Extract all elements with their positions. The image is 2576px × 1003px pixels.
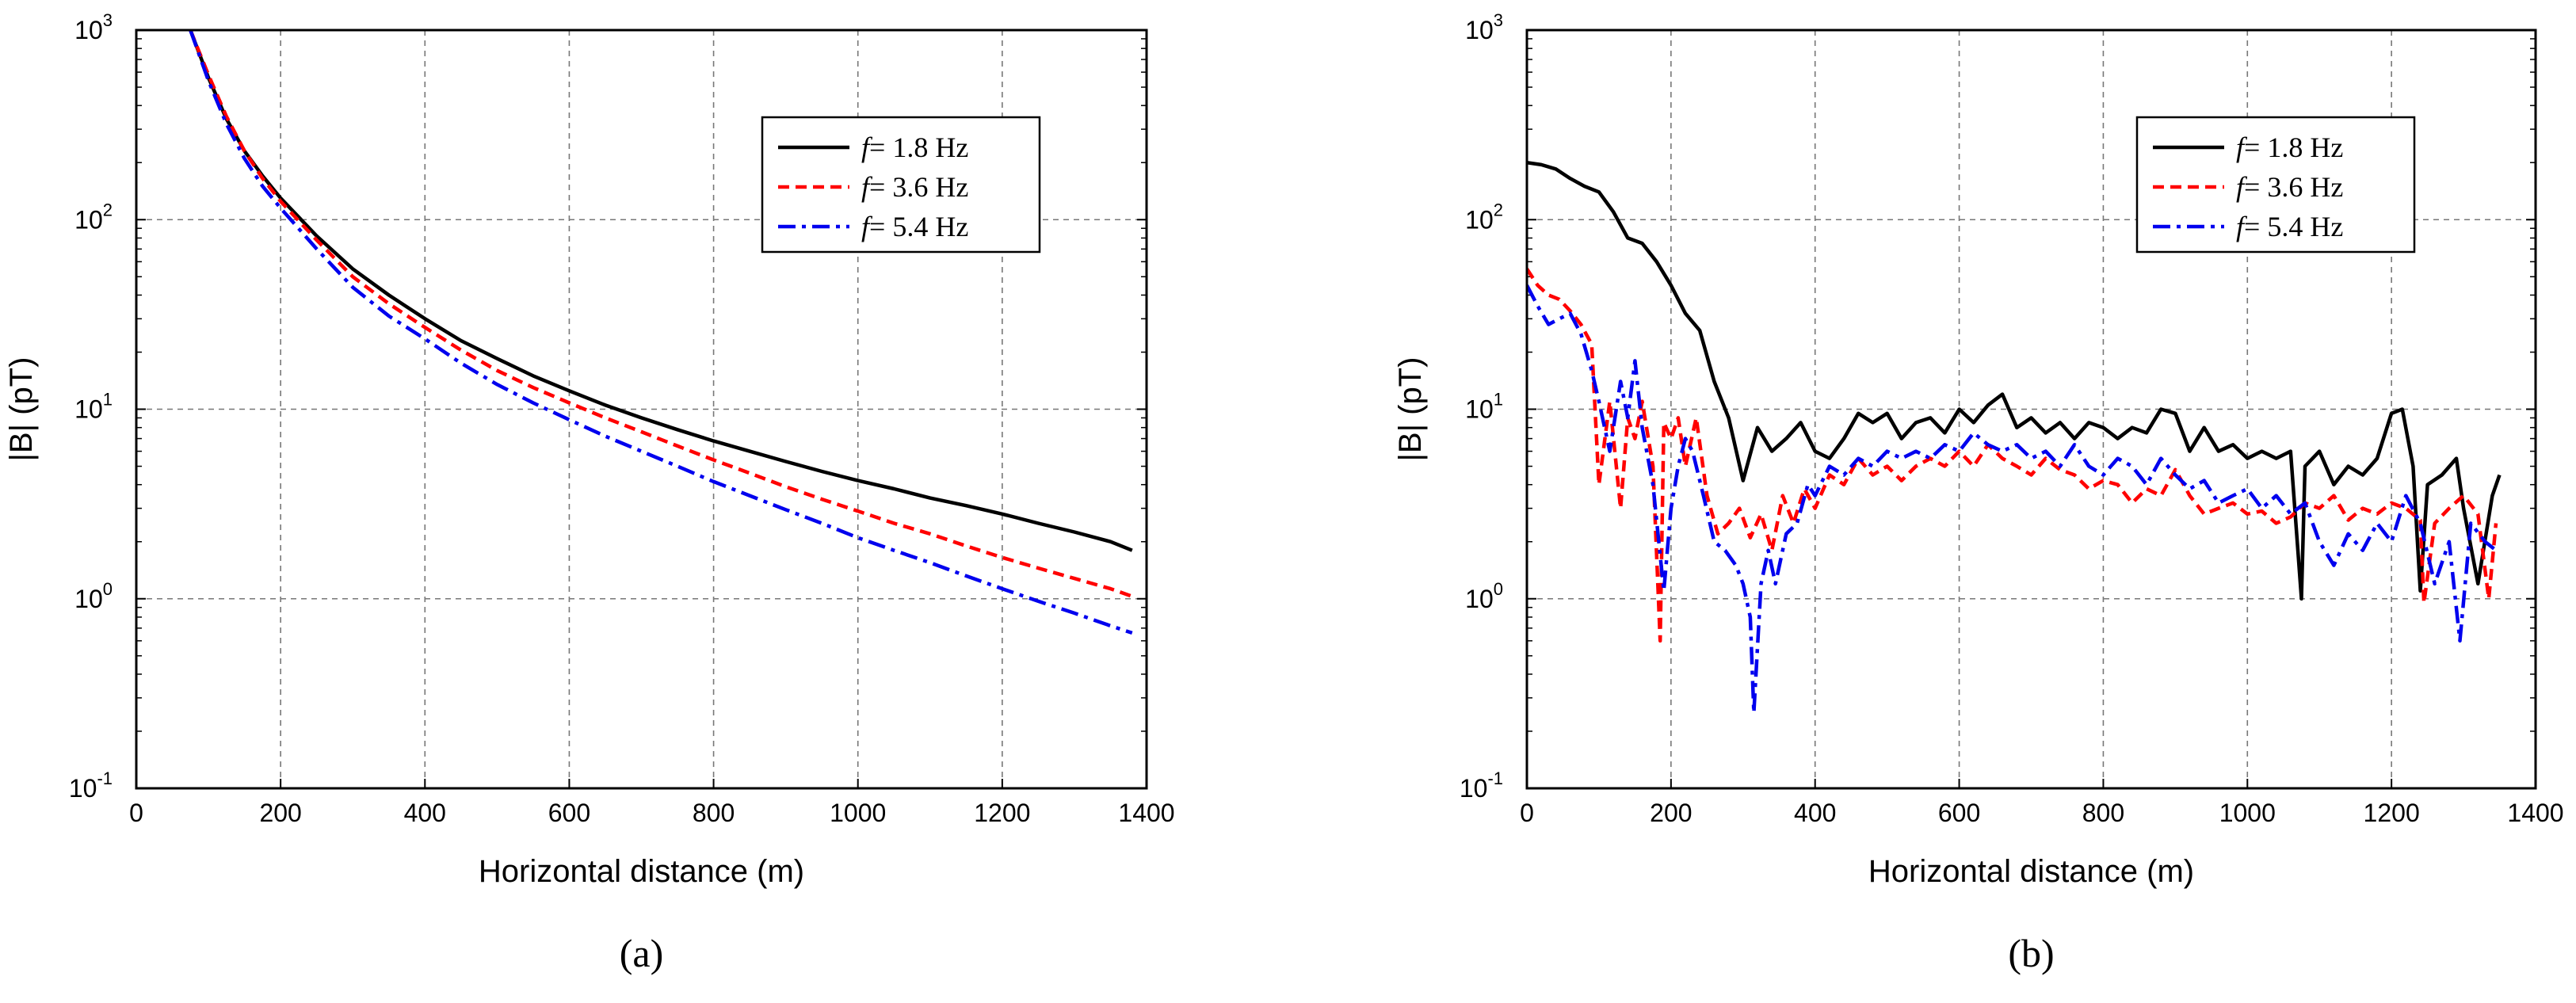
- y-axis-label: |B| (pT): [1393, 357, 1428, 462]
- x-tick-label: 0: [129, 799, 143, 827]
- x-tick-label: 800: [693, 799, 735, 827]
- x-tick-label: 0: [1520, 799, 1534, 827]
- legend-entry: f= 3.6 Hz: [861, 171, 968, 203]
- x-tick-label: 200: [1650, 799, 1692, 827]
- series-line-2: [189, 30, 1133, 598]
- series-line-2: [1527, 268, 2498, 643]
- x-axis-label: Horizontal distance (m): [479, 854, 804, 889]
- chart-a: 0 200 400 600 800 1000 1200 1400 10-1 100 101 102 10…: [4, 10, 1175, 975]
- x-tick-label: 1200: [2364, 799, 2420, 827]
- y-tick-label: 103: [74, 10, 113, 44]
- x-tick-label: 600: [1938, 799, 1980, 827]
- y-tick-label: 10-1: [69, 768, 113, 803]
- legend-box: [761, 116, 1041, 254]
- legend-entry: f= 3.6 Hz: [2236, 171, 2343, 203]
- panel-label: (a): [620, 931, 664, 975]
- x-tick-label: 1400: [1118, 799, 1174, 827]
- plot-frame: [135, 29, 1148, 790]
- y-tick-label: 100: [1465, 579, 1503, 613]
- y-tick-label: 102: [74, 200, 113, 234]
- y-axis-label: |B| (pT): [4, 357, 39, 462]
- x-axis-label: Horizontal distance (m): [1868, 854, 2194, 889]
- y-tick-label: 103: [1465, 10, 1503, 44]
- x-tick-label: 1200: [974, 799, 1030, 827]
- x-tick-label: 600: [548, 799, 590, 827]
- series-line-1: [189, 30, 1133, 552]
- legend-entry: f= 5.4 Hz: [2236, 211, 2343, 242]
- x-tick-label: 800: [2082, 799, 2124, 827]
- legend-entry: f= 1.8 Hz: [2236, 132, 2343, 163]
- y-tick-label: 101: [74, 390, 113, 424]
- x-tick-label: 1000: [2219, 799, 2276, 827]
- x-tick-label: 1400: [2507, 799, 2563, 827]
- series-line-3: [189, 30, 1133, 635]
- plot-frame: [1525, 29, 2537, 790]
- y-tick-label: 102: [1465, 200, 1503, 234]
- y-tick-label: 10-1: [1460, 768, 1503, 803]
- series-line-3: [1527, 284, 2498, 715]
- legend-entry: f= 5.4 Hz: [861, 211, 968, 242]
- legend-box: [2135, 116, 2416, 254]
- x-tick-label: 200: [259, 799, 301, 827]
- panel-label: (b): [2008, 931, 2054, 975]
- legend-entry: f= 1.8 Hz: [861, 132, 968, 163]
- x-tick-label: 400: [404, 799, 446, 827]
- y-tick-label: 101: [1465, 390, 1503, 424]
- y-tick-label: 100: [74, 579, 113, 613]
- x-tick-label: 400: [1794, 799, 1836, 827]
- x-tick-label: 1000: [830, 799, 886, 827]
- chart-b: 0 200 400 600 800 1000 1200 1400 10-1 100 101 102 10…: [1393, 10, 2564, 975]
- series-line-1: [1527, 160, 2502, 601]
